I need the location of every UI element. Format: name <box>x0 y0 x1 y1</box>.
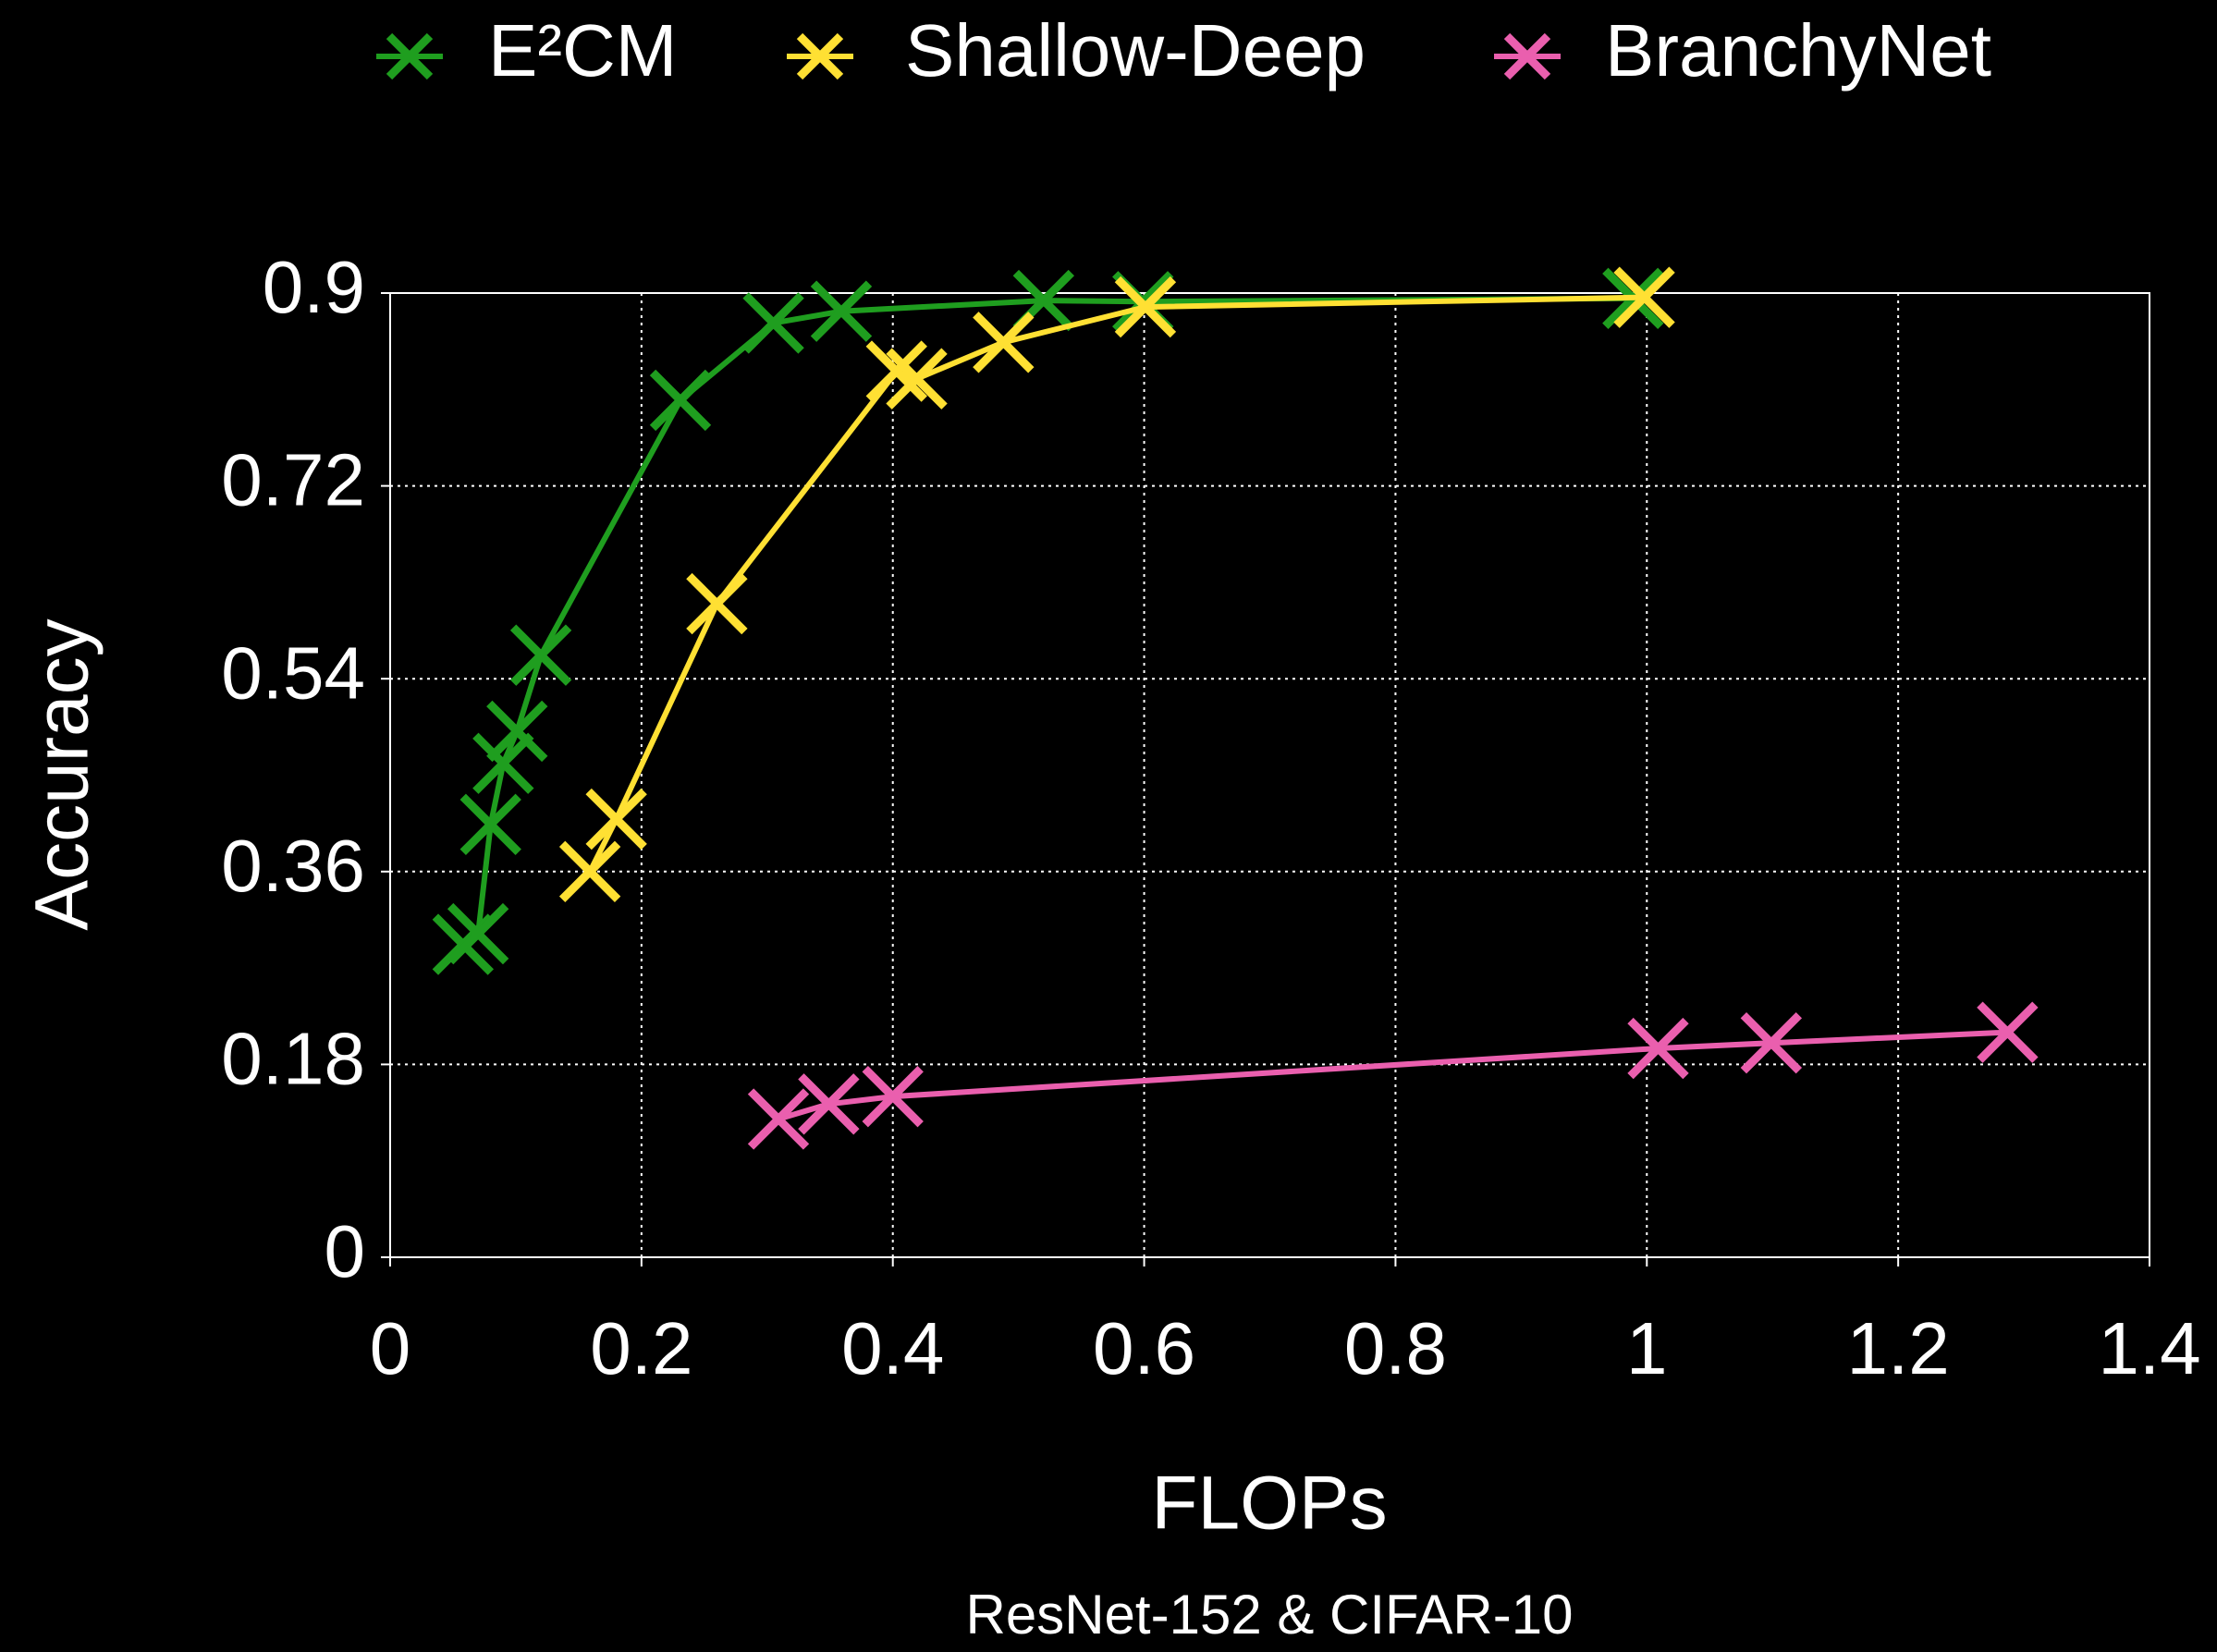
plot-area <box>389 292 2150 1258</box>
x-tick-label: 0.6 <box>1093 1307 1195 1389</box>
legend-label: E²CM <box>488 9 677 92</box>
data-point <box>585 788 647 850</box>
x-tick-label: 0.8 <box>1344 1307 1447 1389</box>
legend-marker <box>796 32 844 80</box>
series-line <box>587 294 1645 874</box>
y-axis-label: Accuracy <box>20 618 104 930</box>
data-point <box>459 793 521 855</box>
chart-title: ResNet-152 & CIFAR-10 <box>966 1584 1574 1646</box>
data-point <box>742 292 804 354</box>
y-tick-label: 0.18 <box>221 1018 365 1100</box>
x-tick-label: 1 <box>1626 1307 1668 1389</box>
legend-marker <box>386 32 434 80</box>
y-tick-label: 0.72 <box>221 439 365 521</box>
x-tick-label: 0 <box>370 1307 411 1389</box>
legend-label: Shallow-Deep <box>905 9 1366 92</box>
data-point <box>447 902 509 965</box>
data-point <box>798 1073 860 1135</box>
x-tick-label: 1.2 <box>1847 1307 1950 1389</box>
x-tick-label: 1.4 <box>2098 1307 2200 1389</box>
data-point <box>1613 266 1675 328</box>
data-point <box>1114 275 1177 338</box>
data-point <box>486 700 548 763</box>
legend-marker <box>1503 32 1551 80</box>
y-tick-label: 0.54 <box>221 631 365 714</box>
data-point <box>686 572 748 635</box>
data-point <box>1627 1017 1689 1080</box>
y-tick-label: 0.9 <box>263 246 365 328</box>
y-tick-label: 0 <box>325 1210 366 1292</box>
data-point <box>862 1065 924 1128</box>
data-point <box>865 340 927 402</box>
data-point <box>472 732 534 794</box>
y-tick-label: 0.36 <box>221 825 365 907</box>
legend-label: BranchyNet <box>1605 9 1991 92</box>
data-point <box>1977 1001 2039 1063</box>
x-tick-label: 0.2 <box>590 1307 692 1389</box>
data-point <box>649 369 712 432</box>
data-point <box>973 312 1035 373</box>
x-axis-label: FLOPs <box>1151 1462 1387 1546</box>
data-point <box>558 840 621 902</box>
data-point <box>886 348 948 410</box>
x-tick-label: 0.4 <box>841 1307 944 1389</box>
data-point <box>810 280 873 342</box>
series-line <box>461 295 1634 948</box>
data-point <box>747 1088 810 1150</box>
data-point <box>1740 1012 1803 1074</box>
data-point <box>509 624 572 686</box>
